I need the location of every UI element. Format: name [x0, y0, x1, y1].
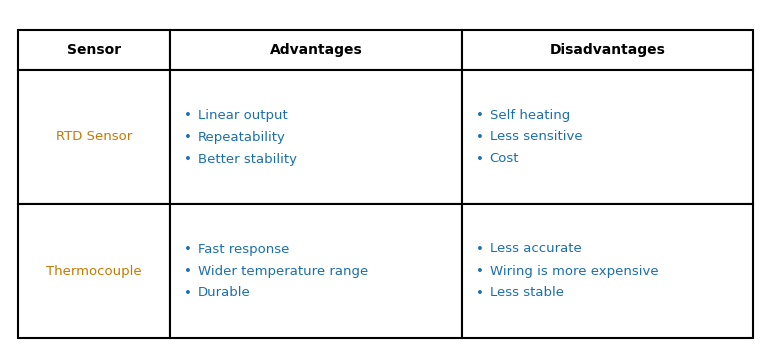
Bar — [170, 70, 461, 204]
Text: Durable: Durable — [198, 286, 251, 299]
Text: Linear output: Linear output — [198, 108, 288, 121]
Bar — [18, 204, 170, 338]
Text: Wiring is more expensive: Wiring is more expensive — [489, 265, 658, 277]
Text: Advantages: Advantages — [269, 43, 363, 57]
Text: Sensor: Sensor — [67, 43, 121, 57]
Text: Cost: Cost — [489, 152, 519, 166]
Bar — [170, 204, 461, 338]
Text: •: • — [184, 243, 192, 256]
Text: •: • — [184, 130, 192, 144]
Text: Thermocouple: Thermocouple — [46, 265, 142, 277]
Text: •: • — [184, 152, 192, 166]
Bar — [18, 30, 170, 70]
Text: RTD Sensor: RTD Sensor — [56, 130, 132, 144]
Text: •: • — [476, 130, 484, 144]
Text: •: • — [476, 152, 484, 166]
Text: Less accurate: Less accurate — [489, 243, 581, 256]
Bar — [18, 70, 170, 204]
Text: •: • — [184, 108, 192, 121]
Bar — [461, 30, 753, 70]
Bar — [461, 70, 753, 204]
Text: Less sensitive: Less sensitive — [489, 130, 583, 144]
Text: Fast response: Fast response — [198, 243, 289, 256]
Text: •: • — [476, 243, 484, 256]
Text: Less stable: Less stable — [489, 286, 564, 299]
Text: Self heating: Self heating — [489, 108, 570, 121]
Text: •: • — [184, 265, 192, 277]
Text: •: • — [476, 265, 484, 277]
Text: •: • — [476, 286, 484, 299]
Text: Wider temperature range: Wider temperature range — [198, 265, 368, 277]
Text: Better stability: Better stability — [198, 152, 297, 166]
Bar — [170, 30, 461, 70]
Text: •: • — [476, 108, 484, 121]
Text: Repeatability: Repeatability — [198, 130, 286, 144]
Bar — [461, 204, 753, 338]
Text: Disadvantages: Disadvantages — [549, 43, 665, 57]
Text: •: • — [184, 286, 192, 299]
